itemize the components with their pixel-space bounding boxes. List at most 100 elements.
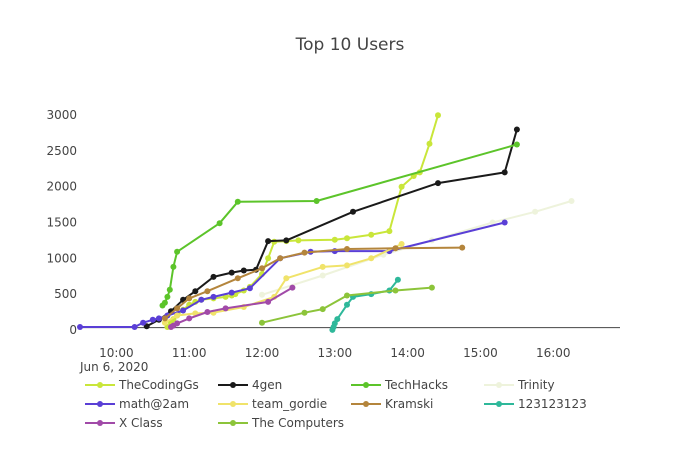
data-point	[392, 287, 399, 294]
data-point	[164, 293, 171, 300]
legend-label: 123123123	[518, 397, 587, 411]
data-point	[216, 220, 223, 227]
series-9	[259, 284, 435, 326]
legend-item[interactable]: math@2am	[85, 397, 189, 411]
series-line	[261, 286, 432, 324]
x-tick-label: 12:00	[245, 346, 280, 360]
y-tick-label: 500	[54, 287, 77, 301]
data-point	[313, 198, 320, 204]
series-5	[161, 241, 405, 326]
legend-item[interactable]: X Class	[85, 416, 163, 430]
series-line	[331, 279, 399, 331]
data-point	[568, 198, 575, 204]
series-line	[164, 243, 403, 324]
data-point	[246, 285, 253, 292]
data-point	[265, 238, 272, 245]
data-point	[489, 219, 496, 226]
data-point	[174, 248, 181, 255]
series-6	[161, 244, 466, 322]
legend-label: X Class	[119, 416, 163, 430]
series-line	[164, 246, 463, 320]
legend-swatch-marker	[363, 382, 369, 388]
data-point	[501, 219, 508, 226]
data-point	[234, 198, 241, 205]
data-point	[344, 246, 350, 252]
legend-label: TechHacks	[384, 378, 448, 392]
data-point	[228, 269, 235, 276]
legend-item[interactable]: The Computers	[218, 416, 344, 430]
x-tick-label: 11:00	[172, 346, 207, 360]
y-tick-label: 2000	[46, 180, 77, 194]
x-tick-label: 14:00	[390, 346, 425, 360]
legend-item[interactable]: TechHacks	[351, 378, 448, 392]
legend-swatch-marker	[97, 401, 103, 407]
series-line	[161, 143, 518, 307]
legend-item[interactable]: Trinity	[484, 378, 555, 392]
data-point	[459, 244, 466, 251]
data-point	[386, 228, 393, 235]
data-point	[259, 319, 265, 326]
data-point	[155, 315, 162, 322]
data-point	[161, 319, 168, 326]
data-point	[368, 255, 375, 262]
data-point	[174, 305, 181, 312]
legend-item[interactable]: team_gordie	[218, 397, 327, 411]
data-point	[198, 296, 205, 303]
data-point	[368, 231, 375, 238]
plot-area	[77, 112, 575, 333]
data-point	[259, 291, 265, 298]
data-point	[259, 265, 265, 272]
series-line	[166, 114, 439, 328]
data-point	[344, 235, 350, 242]
data-point	[532, 208, 539, 215]
legend-item[interactable]: 4gen	[218, 378, 282, 392]
legend-label: TheCodingGs	[118, 378, 199, 392]
data-point	[319, 263, 326, 270]
legend-swatch-marker	[230, 420, 236, 426]
data-point	[174, 312, 181, 319]
series-line	[146, 129, 518, 328]
y-tick-label: 1000	[46, 251, 77, 265]
data-point	[210, 293, 217, 300]
data-point	[283, 275, 290, 282]
data-point	[344, 262, 350, 269]
data-point	[428, 284, 435, 291]
legend-label: Trinity	[517, 378, 555, 392]
x-axis-subtitle: Jun 6, 2020	[79, 360, 148, 374]
y-tick-label: 1500	[46, 216, 77, 230]
data-point	[204, 309, 211, 315]
data-point	[265, 298, 272, 305]
legend-swatch-marker	[363, 401, 369, 407]
data-point	[331, 236, 338, 243]
data-point	[513, 126, 520, 133]
data-point	[277, 255, 284, 262]
y-tick-label: 2500	[46, 144, 77, 158]
data-point	[192, 288, 199, 295]
data-point	[398, 241, 405, 247]
data-point	[186, 295, 193, 302]
data-point	[161, 315, 168, 322]
data-point	[265, 255, 272, 262]
data-point	[170, 263, 177, 270]
data-point	[289, 284, 296, 291]
data-point	[344, 301, 350, 308]
legend-item[interactable]: Kramski	[351, 397, 433, 411]
legend-label: math@2am	[119, 397, 189, 411]
x-tick-label: 13:00	[318, 346, 353, 360]
legend-item[interactable]: TheCodingGs	[85, 378, 199, 392]
x-tick-label: 15:00	[463, 346, 498, 360]
legend-item[interactable]: 123123123	[484, 397, 587, 411]
data-point	[334, 316, 341, 323]
data-point	[222, 305, 229, 312]
legend[interactable]: TheCodingGs 4gen TechHacks Trinity math@2am t…	[85, 378, 587, 430]
data-point	[344, 292, 350, 299]
series-8	[168, 284, 296, 330]
data-point	[392, 245, 399, 252]
data-point	[394, 276, 401, 283]
x-axis: Jun 6, 2020 10:00 11:00 12:00 13:00 14:00 15:…	[79, 346, 571, 374]
data-point	[240, 267, 247, 274]
data-point	[234, 275, 241, 282]
data-point	[140, 319, 147, 326]
legend-swatch-marker	[97, 420, 103, 426]
